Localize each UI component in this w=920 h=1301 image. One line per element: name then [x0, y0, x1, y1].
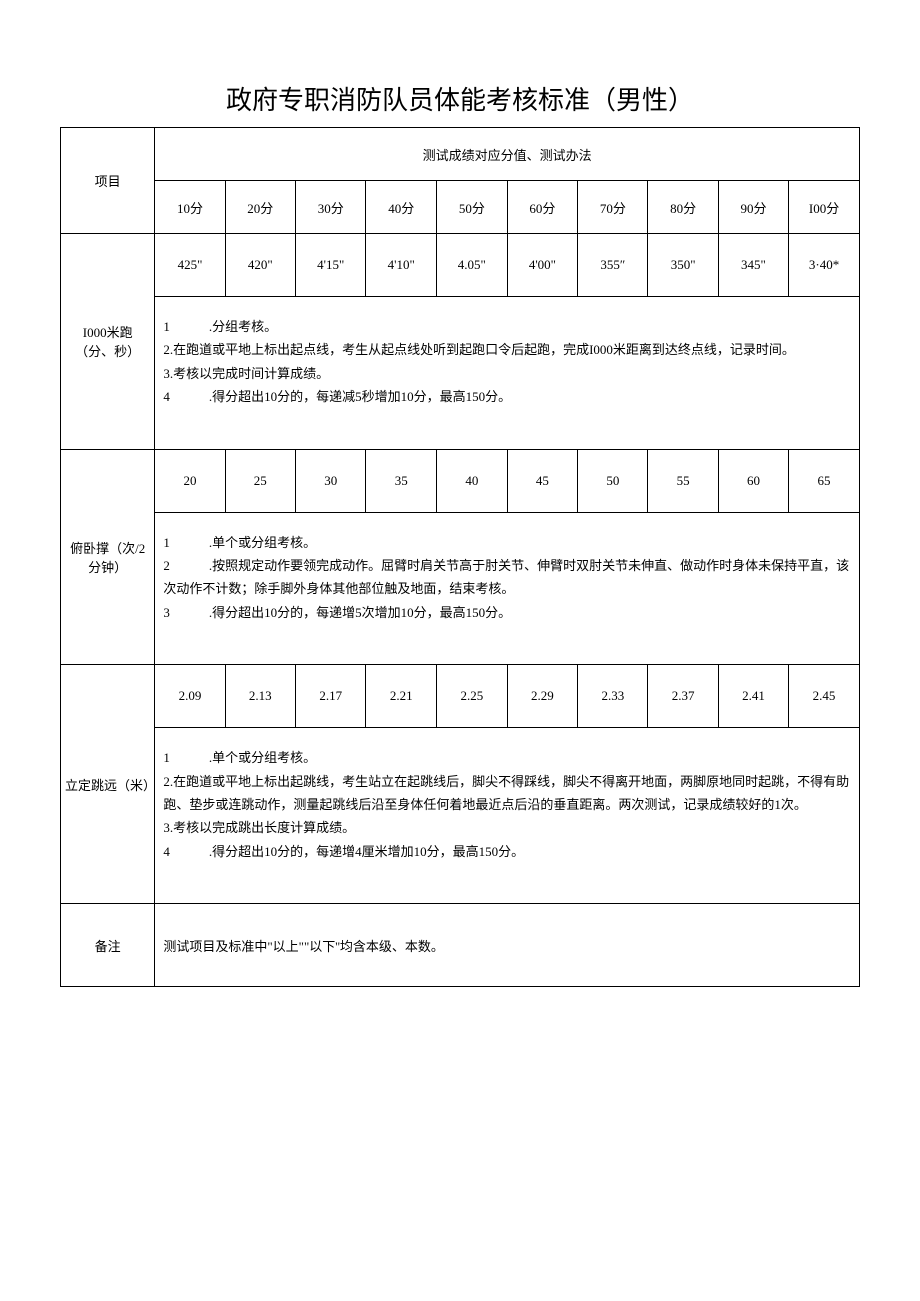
col-item-header: 项目: [61, 128, 155, 234]
table-row: 1 .单个或分组考核。2 .按照规定动作要领完成动作。屈臂时肩关节高于肘关节、伸…: [61, 512, 860, 665]
row3-label: 立定跳远（米）: [61, 665, 155, 904]
row3-value: 2.17: [295, 665, 366, 728]
table-header-row-1: 项目 测试成绩对应分值、测试办法: [61, 128, 860, 181]
row1-value: 4.05": [437, 234, 508, 297]
row3-value: 2.13: [225, 665, 295, 728]
row1-value: 3·40*: [789, 234, 860, 297]
row2-label: 俯卧撑（次/2分钟）: [61, 449, 155, 665]
row1-value: 355″: [578, 234, 648, 297]
score-header: 30分: [295, 181, 366, 234]
row2-value: 65: [789, 449, 860, 512]
row1-value: 4'10": [366, 234, 437, 297]
score-header: 70分: [578, 181, 648, 234]
row3-desc: 1 .单个或分组考核。2.在跑道或平地上标出起跳线，考生站立在起跳线后，脚尖不得…: [155, 728, 860, 904]
score-header: 60分: [507, 181, 578, 234]
score-header: 90分: [718, 181, 788, 234]
row1-desc: 1 .分组考核。2.在跑道或平地上标出起点线，考生从起点线处听到起跑口令后起跑，…: [155, 297, 860, 450]
row2-value: 50: [578, 449, 648, 512]
row3-value: 2.29: [507, 665, 578, 728]
row2-value: 30: [295, 449, 366, 512]
row1-label: I000米跑（分、秒）: [61, 234, 155, 450]
row1-value: 4'15": [295, 234, 366, 297]
row3-value: 2.09: [155, 665, 225, 728]
note-label: 备注: [61, 904, 155, 987]
row2-value: 60: [718, 449, 788, 512]
row2-value: 45: [507, 449, 578, 512]
row2-value: 20: [155, 449, 225, 512]
score-header: 40分: [366, 181, 437, 234]
row3-value: 2.21: [366, 665, 437, 728]
row1-value: 350": [648, 234, 718, 297]
standards-table: 项目 测试成绩对应分值、测试办法 10分 20分 30分 40分 50分 60分…: [60, 127, 860, 987]
table-row: 1 .分组考核。2.在跑道或平地上标出起点线，考生从起点线处听到起跑口令后起跑，…: [61, 297, 860, 450]
score-header: 80分: [648, 181, 718, 234]
row2-value: 35: [366, 449, 437, 512]
row3-value: 2.41: [718, 665, 788, 728]
row1-value: 425": [155, 234, 225, 297]
row3-value: 2.45: [789, 665, 860, 728]
note-row: 备注 测试项目及标准中"以上""以下''均含本级、本数。: [61, 904, 860, 987]
table-row: 俯卧撑（次/2分钟） 20 25 30 35 40 45 50 55 60 65: [61, 449, 860, 512]
document-page: 政府专职消防队员体能考核标准（男性） 项目 测试成绩对应分值、测试办法 10分 …: [60, 80, 860, 987]
row3-value: 2.33: [578, 665, 648, 728]
row3-value: 2.37: [648, 665, 718, 728]
score-header: 10分: [155, 181, 225, 234]
row1-value: 345": [718, 234, 788, 297]
row2-value: 55: [648, 449, 718, 512]
table-header-row-2: 10分 20分 30分 40分 50分 60分 70分 80分 90分 I00分: [61, 181, 860, 234]
table-row: 1 .单个或分组考核。2.在跑道或平地上标出起跳线，考生站立在起跳线后，脚尖不得…: [61, 728, 860, 904]
row2-value: 40: [437, 449, 508, 512]
score-header: 20分: [225, 181, 295, 234]
table-row: I000米跑（分、秒） 425" 420" 4'15" 4'10" 4.05" …: [61, 234, 860, 297]
score-header: 50分: [437, 181, 508, 234]
note-text: 测试项目及标准中"以上""以下''均含本级、本数。: [155, 904, 860, 987]
page-title: 政府专职消防队员体能考核标准（男性）: [60, 80, 860, 117]
row3-value: 2.25: [437, 665, 508, 728]
row2-value: 25: [225, 449, 295, 512]
row2-desc: 1 .单个或分组考核。2 .按照规定动作要领完成动作。屈臂时肩关节高于肘关节、伸…: [155, 512, 860, 665]
header-main: 测试成绩对应分值、测试办法: [155, 128, 860, 181]
row1-value: 4'00": [507, 234, 578, 297]
row1-value: 420": [225, 234, 295, 297]
table-row: 立定跳远（米） 2.09 2.13 2.17 2.21 2.25 2.29 2.…: [61, 665, 860, 728]
score-header: I00分: [789, 181, 860, 234]
